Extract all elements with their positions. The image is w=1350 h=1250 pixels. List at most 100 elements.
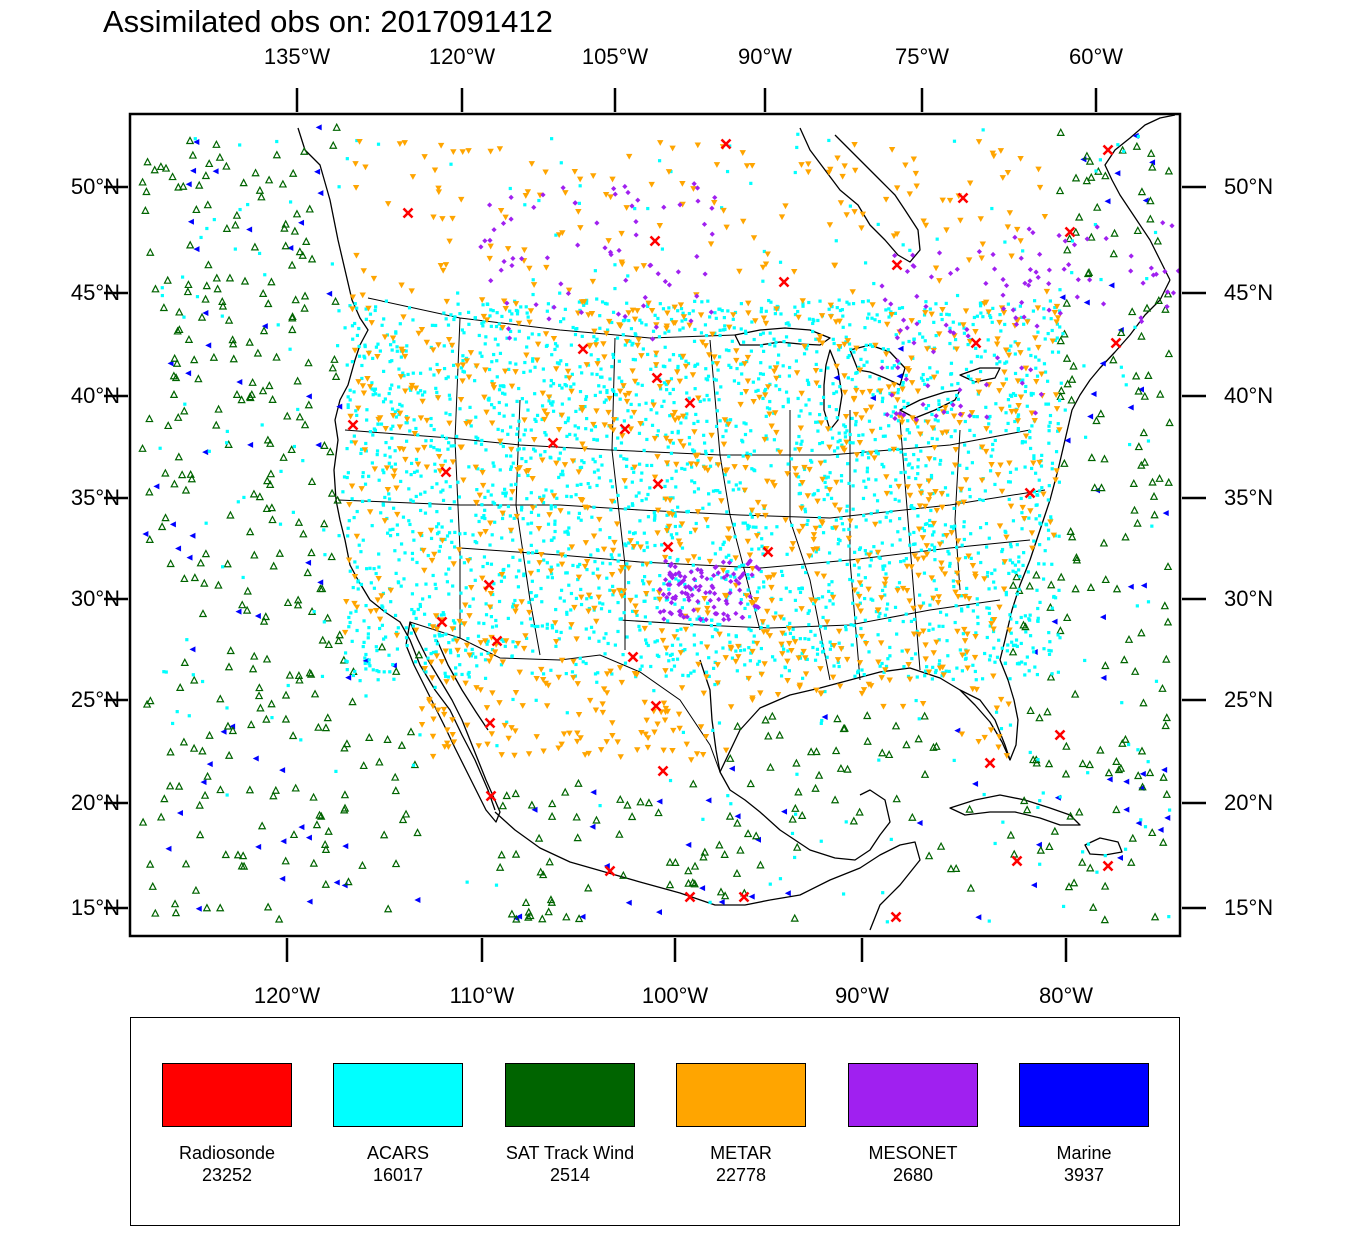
mesonet-marker [622,313,628,320]
acars-marker [901,381,905,385]
acars-marker [838,538,842,543]
metar-marker [779,630,786,637]
acars-marker [553,522,557,526]
acars-marker [1006,643,1010,647]
acars-marker [750,467,754,471]
marine-marker [326,290,333,297]
acars-marker [364,652,368,657]
acars-marker [1020,439,1025,444]
acars-marker [571,563,575,568]
metar-marker [935,594,943,601]
acars-marker [559,472,563,477]
us-mexico-border [409,621,721,773]
acars-marker [718,622,722,627]
sat-wind-marker [1138,782,1147,791]
mesonet-marker [504,300,510,306]
acars-marker [546,575,550,579]
mesonet-marker [676,570,682,576]
sat-wind-marker [1112,757,1121,766]
mesonet-marker [1138,318,1145,325]
acars-marker [1035,672,1040,677]
acars-marker [945,312,949,316]
acars-marker [1023,662,1027,666]
acars-marker [397,367,401,371]
acars-marker [1055,322,1059,326]
sat-wind-marker [157,522,167,531]
acars-marker [367,658,371,662]
acars-marker [870,344,875,349]
acars-marker [707,502,711,506]
acars-marker [814,550,818,554]
metar-marker [402,456,409,463]
metar-marker [671,304,678,311]
mesonet-marker [682,574,688,580]
sat-wind-marker [295,675,304,684]
acars-marker [542,379,546,383]
acars-marker [966,604,970,609]
acars-marker [817,413,822,417]
acars-marker [962,520,966,524]
sat-wind-marker [1025,581,1034,590]
sat-wind-marker [191,885,201,894]
metar-marker [490,385,498,391]
metar-marker [922,310,929,316]
sat-wind-marker [267,277,276,286]
acars-marker [351,337,355,341]
acars-marker [865,316,870,320]
acars-marker [537,198,541,203]
acars-marker [953,429,957,433]
acars-marker [892,364,896,368]
metar-marker [843,439,850,446]
metar-marker [632,609,640,616]
acars-marker [459,555,463,559]
acars-marker [865,470,869,474]
mesonet-marker [551,304,557,310]
sat-wind-marker [521,898,531,907]
acars-marker [449,519,454,523]
acars-marker [501,384,505,388]
acars-marker [467,322,471,326]
acars-marker [511,413,515,417]
acars-marker [1082,364,1086,368]
acars-marker [709,577,713,581]
acars-marker [474,441,478,445]
sat-wind-marker [218,301,228,310]
acars-marker [756,662,760,666]
acars-marker [1035,374,1040,378]
acars-marker [1136,748,1140,752]
sat-wind-marker [1148,477,1157,486]
acars-marker [517,473,521,477]
acars-marker [388,360,392,364]
acars-marker [576,426,581,430]
metar-marker [607,424,614,430]
metar-marker [910,156,918,163]
metar-marker [618,259,625,266]
acars-marker [485,561,490,566]
acars-marker [896,419,901,423]
metar-marker [607,668,614,675]
metar-marker [600,341,607,347]
radiosonde-marker [762,546,774,558]
metar-marker [679,353,687,360]
metar-marker [694,509,702,515]
acars-marker [445,534,450,538]
acars-marker [492,582,496,586]
acars-marker [605,328,610,332]
mesonet-marker [920,401,926,408]
mesonet-marker [911,340,917,346]
acars-marker [699,641,703,645]
metar-marker [408,382,416,389]
acars-marker [542,558,546,562]
metar-marker [826,444,833,451]
metar-marker [925,669,933,676]
marine-marker [206,761,213,768]
mesonet-marker [668,561,675,567]
acars-marker [697,556,701,560]
metar-marker [857,608,864,615]
sat-wind-marker [1153,236,1162,245]
metar-marker [434,707,442,714]
metar-marker [513,513,521,520]
acars-marker [337,309,341,313]
sat-wind-marker [878,748,887,757]
sat-wind-marker [264,175,274,184]
